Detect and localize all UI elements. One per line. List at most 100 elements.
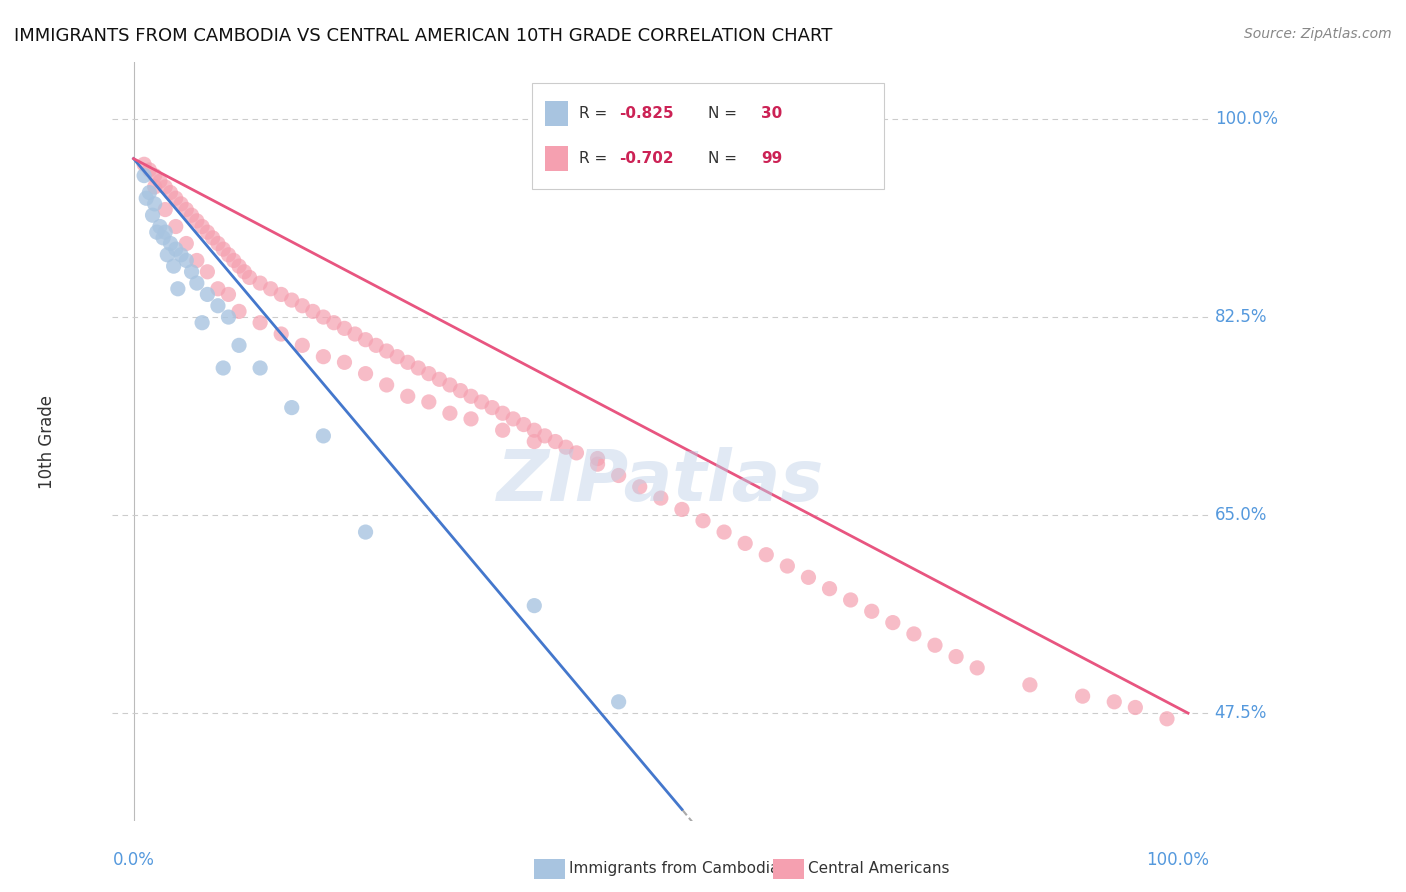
Point <box>249 316 271 330</box>
Point <box>607 468 630 483</box>
Point <box>233 265 256 279</box>
Text: 47.5%: 47.5% <box>1215 704 1267 723</box>
Point <box>218 310 240 324</box>
Point <box>141 208 163 222</box>
Point <box>333 321 356 335</box>
Text: N =: N = <box>709 151 742 166</box>
Point <box>191 219 214 234</box>
Point <box>860 604 883 618</box>
Point <box>143 169 166 183</box>
Point <box>776 559 799 574</box>
Point <box>195 225 219 239</box>
Point <box>218 248 240 262</box>
Point <box>396 389 419 403</box>
Point <box>375 344 398 359</box>
Point <box>1125 700 1147 714</box>
Point <box>195 287 219 301</box>
Point <box>344 326 367 341</box>
Text: -0.825: -0.825 <box>619 106 673 120</box>
Point <box>191 316 214 330</box>
Point <box>132 169 156 183</box>
Point <box>544 434 567 449</box>
Point <box>607 695 630 709</box>
Point <box>174 236 197 251</box>
Point <box>165 242 187 256</box>
Point <box>186 253 208 268</box>
Text: Central Americans: Central Americans <box>808 862 950 876</box>
Point <box>143 197 166 211</box>
Text: 100.0%: 100.0% <box>1146 851 1209 869</box>
Point <box>180 265 202 279</box>
Point <box>755 548 778 562</box>
Text: R =: R = <box>579 151 612 166</box>
Point <box>439 378 461 392</box>
Point <box>323 316 346 330</box>
Point <box>408 361 430 376</box>
Point <box>270 326 292 341</box>
Text: 82.5%: 82.5% <box>1215 308 1267 326</box>
Point <box>302 304 325 318</box>
Point <box>270 287 292 301</box>
Point <box>450 384 472 398</box>
Point <box>207 299 229 313</box>
Point <box>734 536 756 550</box>
Point <box>180 208 202 222</box>
Point <box>1071 689 1094 703</box>
Text: 0.0%: 0.0% <box>112 851 155 869</box>
Point <box>249 276 271 290</box>
Point <box>966 661 988 675</box>
Point <box>375 378 398 392</box>
Point <box>153 225 177 239</box>
Point <box>228 259 250 273</box>
Point <box>138 163 160 178</box>
Point <box>534 429 557 443</box>
Text: ZIPatlas: ZIPatlas <box>498 447 824 516</box>
Point <box>174 253 197 268</box>
Point <box>162 259 186 273</box>
Point <box>291 338 314 352</box>
Point <box>481 401 503 415</box>
Point <box>818 582 841 596</box>
Point <box>1104 695 1126 709</box>
Point <box>312 429 335 443</box>
Text: Immigrants from Cambodia: Immigrants from Cambodia <box>569 862 780 876</box>
Text: 10th Grade: 10th Grade <box>38 394 56 489</box>
Point <box>195 265 219 279</box>
Point <box>460 389 482 403</box>
Point <box>207 282 229 296</box>
Point <box>170 248 193 262</box>
Point <box>149 174 172 188</box>
Point <box>713 524 735 539</box>
Point <box>354 333 377 347</box>
Point <box>186 214 208 228</box>
Text: IMMIGRANTS FROM CAMBODIA VS CENTRAL AMERICAN 10TH GRADE CORRELATION CHART: IMMIGRANTS FROM CAMBODIA VS CENTRAL AMER… <box>14 27 832 45</box>
Point <box>165 219 187 234</box>
Point <box>523 599 546 613</box>
Point <box>138 186 160 200</box>
Point <box>513 417 536 432</box>
Point <box>1019 678 1042 692</box>
Point <box>1156 712 1178 726</box>
Point <box>228 338 250 352</box>
Point <box>312 310 335 324</box>
Point <box>312 350 335 364</box>
Point <box>671 502 693 516</box>
Point <box>159 186 181 200</box>
Point <box>354 367 377 381</box>
Point <box>153 180 177 194</box>
Point <box>471 395 494 409</box>
Point <box>492 423 515 437</box>
Point <box>281 293 304 307</box>
Point <box>159 236 181 251</box>
Point <box>385 350 409 364</box>
Point <box>439 406 461 420</box>
Point <box>146 225 169 239</box>
Point <box>222 253 245 268</box>
Point <box>628 480 651 494</box>
Point <box>460 412 482 426</box>
Point <box>903 627 925 641</box>
Point <box>143 180 166 194</box>
Point <box>260 282 283 296</box>
Point <box>153 202 177 217</box>
Point <box>135 191 157 205</box>
